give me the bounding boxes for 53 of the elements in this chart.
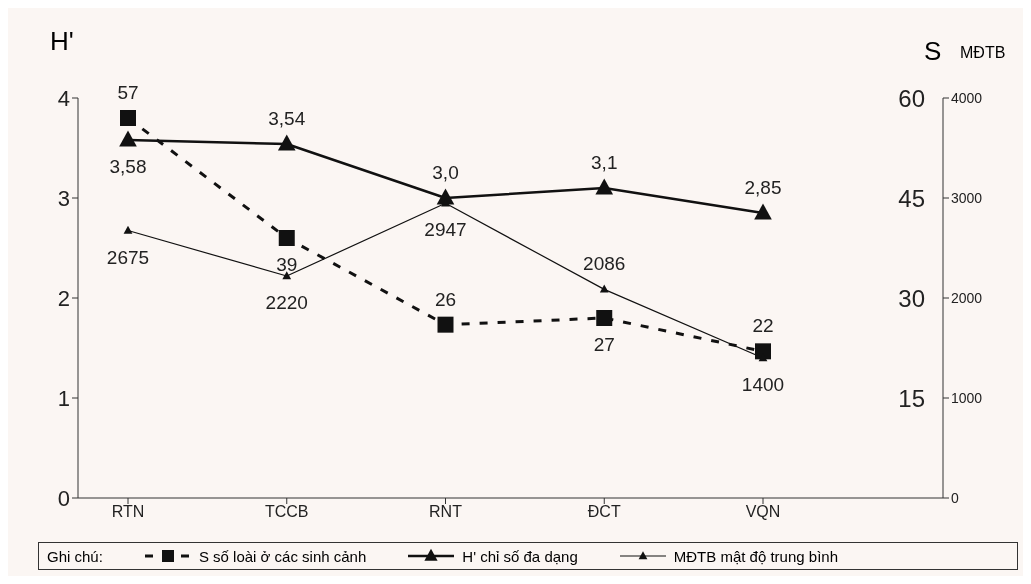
data-label: 2220 [265, 292, 308, 313]
point [595, 178, 614, 195]
y2-axis-title: S [924, 36, 942, 67]
legend-title: Ghi chú: [47, 547, 103, 565]
y3-axis-title: MĐTB [960, 44, 1006, 62]
data-label: 26 [434, 288, 457, 310]
point [119, 130, 137, 147]
y3-tick-label: 2000 [951, 289, 983, 306]
point [282, 271, 292, 280]
y3-tick-label: 4000 [951, 89, 983, 106]
data-label: 39 [276, 254, 298, 275]
point [120, 110, 136, 126]
data-label: 22 [752, 315, 774, 337]
point [278, 230, 295, 246]
y3-tick-label: 3000 [951, 189, 983, 206]
legend-label: S số loài ở các sinh cảnh [198, 547, 367, 565]
y-tick-label: 2 [57, 285, 70, 311]
y3-tick-label: 0 [951, 489, 959, 506]
point [596, 310, 613, 326]
data-label: 3,54 [268, 108, 306, 129]
data-label: 1400 [741, 374, 785, 395]
data-label: 3,0 [432, 162, 459, 183]
x-tick-label: TCCB [264, 503, 309, 521]
x-tick-label: VQN [745, 503, 781, 521]
y3-tick-label: 1000 [951, 389, 983, 406]
y2-tick-label: 60 [898, 84, 925, 112]
point [437, 316, 454, 333]
data-label: 2086 [583, 253, 626, 275]
data-label: 2675 [106, 246, 150, 268]
data-label: 3,1 [591, 152, 618, 173]
point [754, 203, 772, 220]
data-label: 2947 [424, 219, 467, 241]
y-tick-label: 0 [57, 485, 70, 511]
legend-label: MĐTB mật độ trung bình [673, 547, 838, 565]
x-tick-label: RTN [111, 503, 145, 521]
y-axis-title: H' [50, 26, 74, 57]
y-tick-label: 4 [57, 85, 70, 111]
y2-tick-label: 30 [898, 284, 925, 312]
x-tick-label: RNT [429, 503, 463, 521]
legend-label: H' chỉ số đa dạng [462, 547, 578, 565]
x-tick-label: ĐCT [587, 503, 621, 521]
point [599, 284, 609, 293]
data-label: 27 [593, 334, 615, 355]
data-label: 3,58 [109, 156, 147, 177]
y2-tick-label: 45 [898, 184, 925, 212]
y2-tick-label: 15 [898, 384, 925, 412]
data-label: 57 [117, 82, 139, 103]
point [755, 343, 771, 360]
point [277, 134, 296, 151]
y-tick-label: 1 [57, 385, 70, 411]
point [123, 225, 133, 234]
y-tick-label: 3 [57, 185, 70, 211]
data-label: 2,85 [744, 177, 782, 198]
